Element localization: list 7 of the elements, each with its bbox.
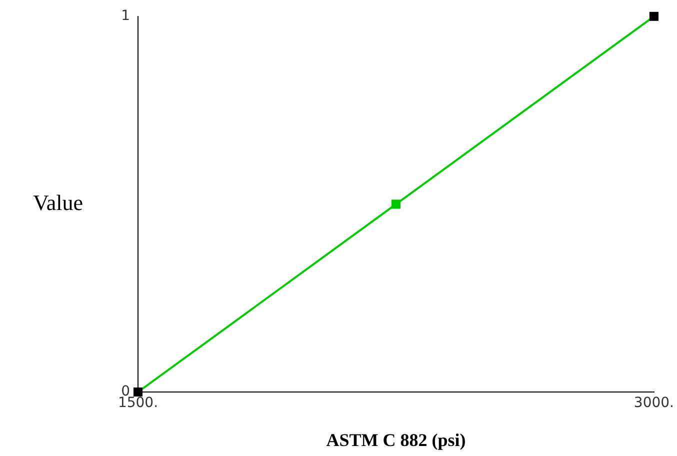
- x-tick-label: 3000.: [634, 395, 674, 412]
- point: [391, 200, 401, 209]
- x-axis-title: ASTM C 882 (psi): [326, 430, 466, 450]
- y-axis-title: Value: [32, 190, 84, 215]
- y-tick-label: 1: [121, 8, 130, 24]
- point: [133, 387, 143, 397]
- point: [649, 12, 658, 21]
